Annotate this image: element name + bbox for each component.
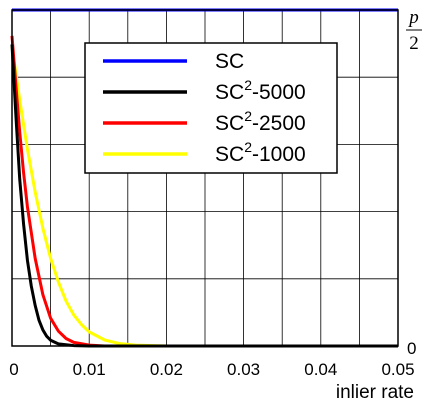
legend: SC SC2-5000 SC2-2500 SC2-1000 bbox=[84, 42, 338, 174]
legend-label: SC bbox=[215, 50, 244, 73]
legend-box bbox=[84, 42, 338, 174]
x-tick-label: 0.03 bbox=[227, 360, 260, 379]
y-tick-labels: p 2 0 bbox=[406, 7, 422, 358]
x-tick-label: 0 bbox=[9, 360, 18, 379]
x-tick-label: 0.04 bbox=[304, 360, 337, 379]
legend-label: SC2-5000 bbox=[215, 77, 306, 104]
legend-label: SC2-2500 bbox=[215, 108, 306, 135]
y-tick-top-numerator: p bbox=[407, 7, 419, 28]
x-tick-label: 0.02 bbox=[150, 360, 183, 379]
x-tick-label: 0.01 bbox=[73, 360, 106, 379]
y-tick-top-denominator: 2 bbox=[409, 33, 419, 54]
legend-label: SC2-1000 bbox=[215, 139, 306, 166]
series-line-sc2-1000 bbox=[10, 46, 398, 348]
series-line-sc2-5000 bbox=[10, 44, 398, 348]
x-tick-label: 0.05 bbox=[381, 360, 414, 379]
y-tick-zero: 0 bbox=[407, 339, 416, 358]
plot-frame bbox=[11, 9, 399, 347]
x-tick-labels: 0 0.01 0.02 0.03 0.04 0.05 bbox=[9, 360, 414, 379]
x-axis-label: inlier rate bbox=[336, 382, 414, 403]
